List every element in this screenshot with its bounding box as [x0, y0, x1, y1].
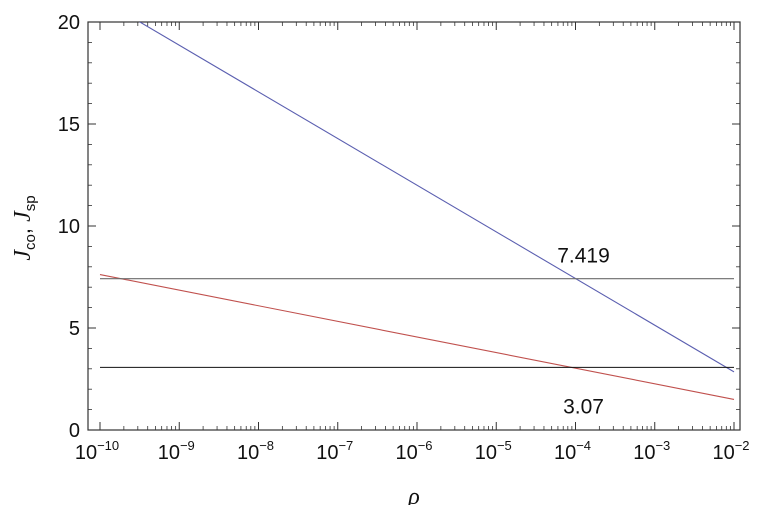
- y-tick-label: 10: [58, 216, 80, 238]
- x-tick-label: 10−8: [237, 438, 274, 464]
- x-tick-exponent: −7: [338, 438, 353, 453]
- x-tick-base: 10: [237, 442, 259, 464]
- x-tick-exponent: −4: [576, 438, 591, 453]
- x-tick-label: 10−2: [712, 438, 749, 464]
- ticks: [88, 21, 740, 431]
- x-tick-label: 10−6: [395, 438, 432, 464]
- annotation-label: 3.07: [563, 396, 604, 419]
- y-tick-label: 20: [58, 12, 80, 34]
- x-tick-exponent: −9: [180, 438, 195, 453]
- y-axis-label-sub1: co: [22, 234, 39, 250]
- y-axis-label-j2: J: [10, 210, 36, 222]
- x-tick-label: 10−7: [316, 438, 353, 464]
- x-tick-base: 10: [158, 442, 180, 464]
- y-axis-label-j1: J: [10, 249, 36, 261]
- x-axis-label: ρ: [407, 484, 420, 505]
- x-tick-base: 10: [316, 442, 338, 464]
- tick-labels: 10−10 10−9 10−8 10−7 10−6 10−5 10−4 10−3 10−2051…: [58, 12, 750, 464]
- plot-frame: [87, 21, 741, 431]
- x-tick-label: 10−3: [633, 438, 670, 464]
- x-tick-label: 10−5: [475, 438, 512, 464]
- x-tick-label: 10−9: [158, 438, 195, 464]
- y-tick-label: 0: [69, 420, 80, 442]
- x-tick-exponent: −5: [497, 438, 512, 453]
- x-tick-base: 10: [475, 442, 497, 464]
- series-line-2: [99, 274, 735, 400]
- y-axis-label-sep: ,: [10, 222, 35, 234]
- x-tick-base: 10: [712, 442, 734, 464]
- y-tick-label: 5: [69, 318, 80, 340]
- y-axis-label-sub2: sp: [22, 195, 39, 211]
- x-tick-base: 10: [633, 442, 655, 464]
- x-tick-exponent: −8: [259, 438, 274, 453]
- y-axis-label: Jco, Jsp: [10, 195, 39, 260]
- x-tick-exponent: −3: [655, 438, 670, 453]
- x-tick-base: 10: [395, 442, 417, 464]
- x-tick-base: 10: [554, 442, 576, 464]
- x-tick-exponent: −6: [418, 438, 433, 453]
- x-tick-base: 10: [75, 442, 97, 464]
- y-tick-label: 15: [58, 114, 80, 136]
- x-tick-label: 10−10: [75, 438, 119, 464]
- annotation-label: 7.419: [557, 245, 610, 268]
- x-tick-label: 10−4: [554, 438, 591, 464]
- series-layer: [99, 22, 735, 400]
- annotations: 7.419 3.07: [557, 245, 610, 419]
- series-line-1: [138, 22, 735, 373]
- x-tick-exponent: −2: [735, 438, 750, 453]
- x-tick-exponent: −10: [97, 438, 119, 453]
